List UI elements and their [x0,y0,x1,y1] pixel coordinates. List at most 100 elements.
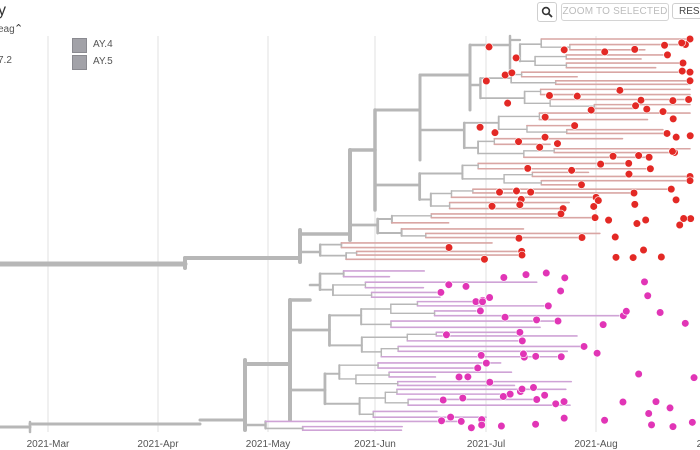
tip-dot[interactable] [611,253,621,262]
tip-dot[interactable] [596,160,605,169]
tip-dot[interactable] [600,47,609,56]
legend-swatch-ay4[interactable] [72,38,87,53]
tip-dot[interactable] [557,352,566,361]
tip-dot[interactable] [567,166,576,175]
tip-dot[interactable] [600,416,609,425]
tip-dot[interactable] [641,215,650,225]
tip-dot[interactable] [512,186,521,196]
tip-dot[interactable] [656,308,665,317]
tip-dot[interactable] [667,185,676,194]
tip-dot[interactable] [458,393,467,403]
tip-dot[interactable] [542,268,551,278]
tip-dot[interactable] [668,147,677,156]
tip-dot[interactable] [499,273,508,282]
tip-dot[interactable] [636,96,646,105]
tip-dot[interactable] [685,76,695,85]
tip-dot[interactable] [499,392,508,401]
tip-dot[interactable] [497,421,506,431]
tip-dot[interactable] [531,352,540,361]
tip-dot[interactable] [590,213,600,222]
tree-tips[interactable] [436,34,699,432]
tip-dot[interactable] [515,200,524,209]
tip-dot[interactable] [644,409,653,418]
tip-dot[interactable] [671,195,681,204]
tip-dot[interactable] [507,68,516,77]
tip-dot[interactable] [556,209,566,218]
tip-dot[interactable] [514,137,523,146]
tip-dot[interactable] [532,315,541,324]
tip-dot[interactable] [677,38,686,47]
tip-dot[interactable] [477,420,486,430]
tip-dot[interactable] [640,277,649,286]
tip-dot[interactable] [514,234,524,243]
tip-dot[interactable] [645,153,654,162]
tip-dot[interactable] [629,253,638,262]
tip-dot[interactable] [442,330,451,339]
tip-dot[interactable] [689,373,699,382]
tip-dot[interactable] [540,133,550,142]
tip-dot[interactable] [668,96,677,105]
tip-dot[interactable] [477,351,486,360]
tip-dot[interactable] [685,34,695,44]
tip-dot[interactable] [668,422,678,431]
tip-dot[interactable] [478,297,487,306]
tip-dot[interactable] [629,188,639,198]
tip-dot[interactable] [685,68,695,77]
tip-dot[interactable] [521,270,531,279]
tip-dot[interactable] [503,99,512,108]
tip-dot[interactable] [553,139,562,148]
tip-dot[interactable] [615,86,624,95]
tip-dot[interactable] [544,301,553,310]
tip-dot[interactable] [587,105,596,115]
tip-dot[interactable] [593,349,602,358]
tip-dot[interactable] [647,420,656,429]
tip-dot[interactable] [669,114,678,123]
tip-dot[interactable] [446,413,455,422]
tip-dot[interactable] [686,214,695,223]
tip-dot[interactable] [529,383,538,392]
tip-dot[interactable] [622,307,631,316]
tip-dot[interactable] [579,342,589,351]
tip-dot[interactable] [454,372,464,382]
tip-dot[interactable] [506,390,515,399]
tip-dot[interactable] [686,131,695,140]
tip-dot[interactable] [480,255,489,264]
tip-dot[interactable] [608,152,618,161]
tip-dot[interactable] [639,245,648,255]
tip-dot[interactable] [657,252,666,262]
tip-dot[interactable] [658,107,668,116]
tip-dot[interactable] [463,372,472,381]
tip-dot[interactable] [485,378,494,387]
tip-dot[interactable] [436,288,445,297]
tip-dot[interactable] [630,200,639,209]
tip-dot[interactable] [665,403,675,413]
tip-dot[interactable] [599,320,608,329]
tip-dot[interactable] [487,202,497,211]
tip-dot[interactable] [642,105,651,114]
tip-dot[interactable] [651,397,661,406]
search-button[interactable] [537,2,557,22]
reset-layout-button[interactable]: RESE [672,3,700,19]
tip-dot[interactable] [484,42,494,52]
tip-dot[interactable] [526,188,535,197]
tip-dot[interactable] [439,395,448,405]
tip-dot[interactable] [485,293,494,302]
tip-dot[interactable] [531,420,540,429]
tip-dot[interactable] [444,243,454,252]
tip-dot[interactable] [688,418,697,427]
tip-dot[interactable] [630,45,639,54]
tip-dot[interactable] [540,391,549,400]
tip-dot[interactable] [660,41,669,50]
tip-dot[interactable] [490,128,500,137]
tip-dot[interactable] [577,180,586,189]
tip-dot[interactable] [632,219,642,228]
tip-dot[interactable] [519,349,528,359]
tip-dot[interactable] [457,417,466,426]
tip-dot[interactable] [589,202,598,211]
tip-dot[interactable] [684,95,693,104]
tip-dot[interactable] [476,306,485,316]
tip-dot[interactable] [518,336,527,345]
tip-dot[interactable] [678,58,688,68]
tip-dot[interactable] [662,129,672,138]
